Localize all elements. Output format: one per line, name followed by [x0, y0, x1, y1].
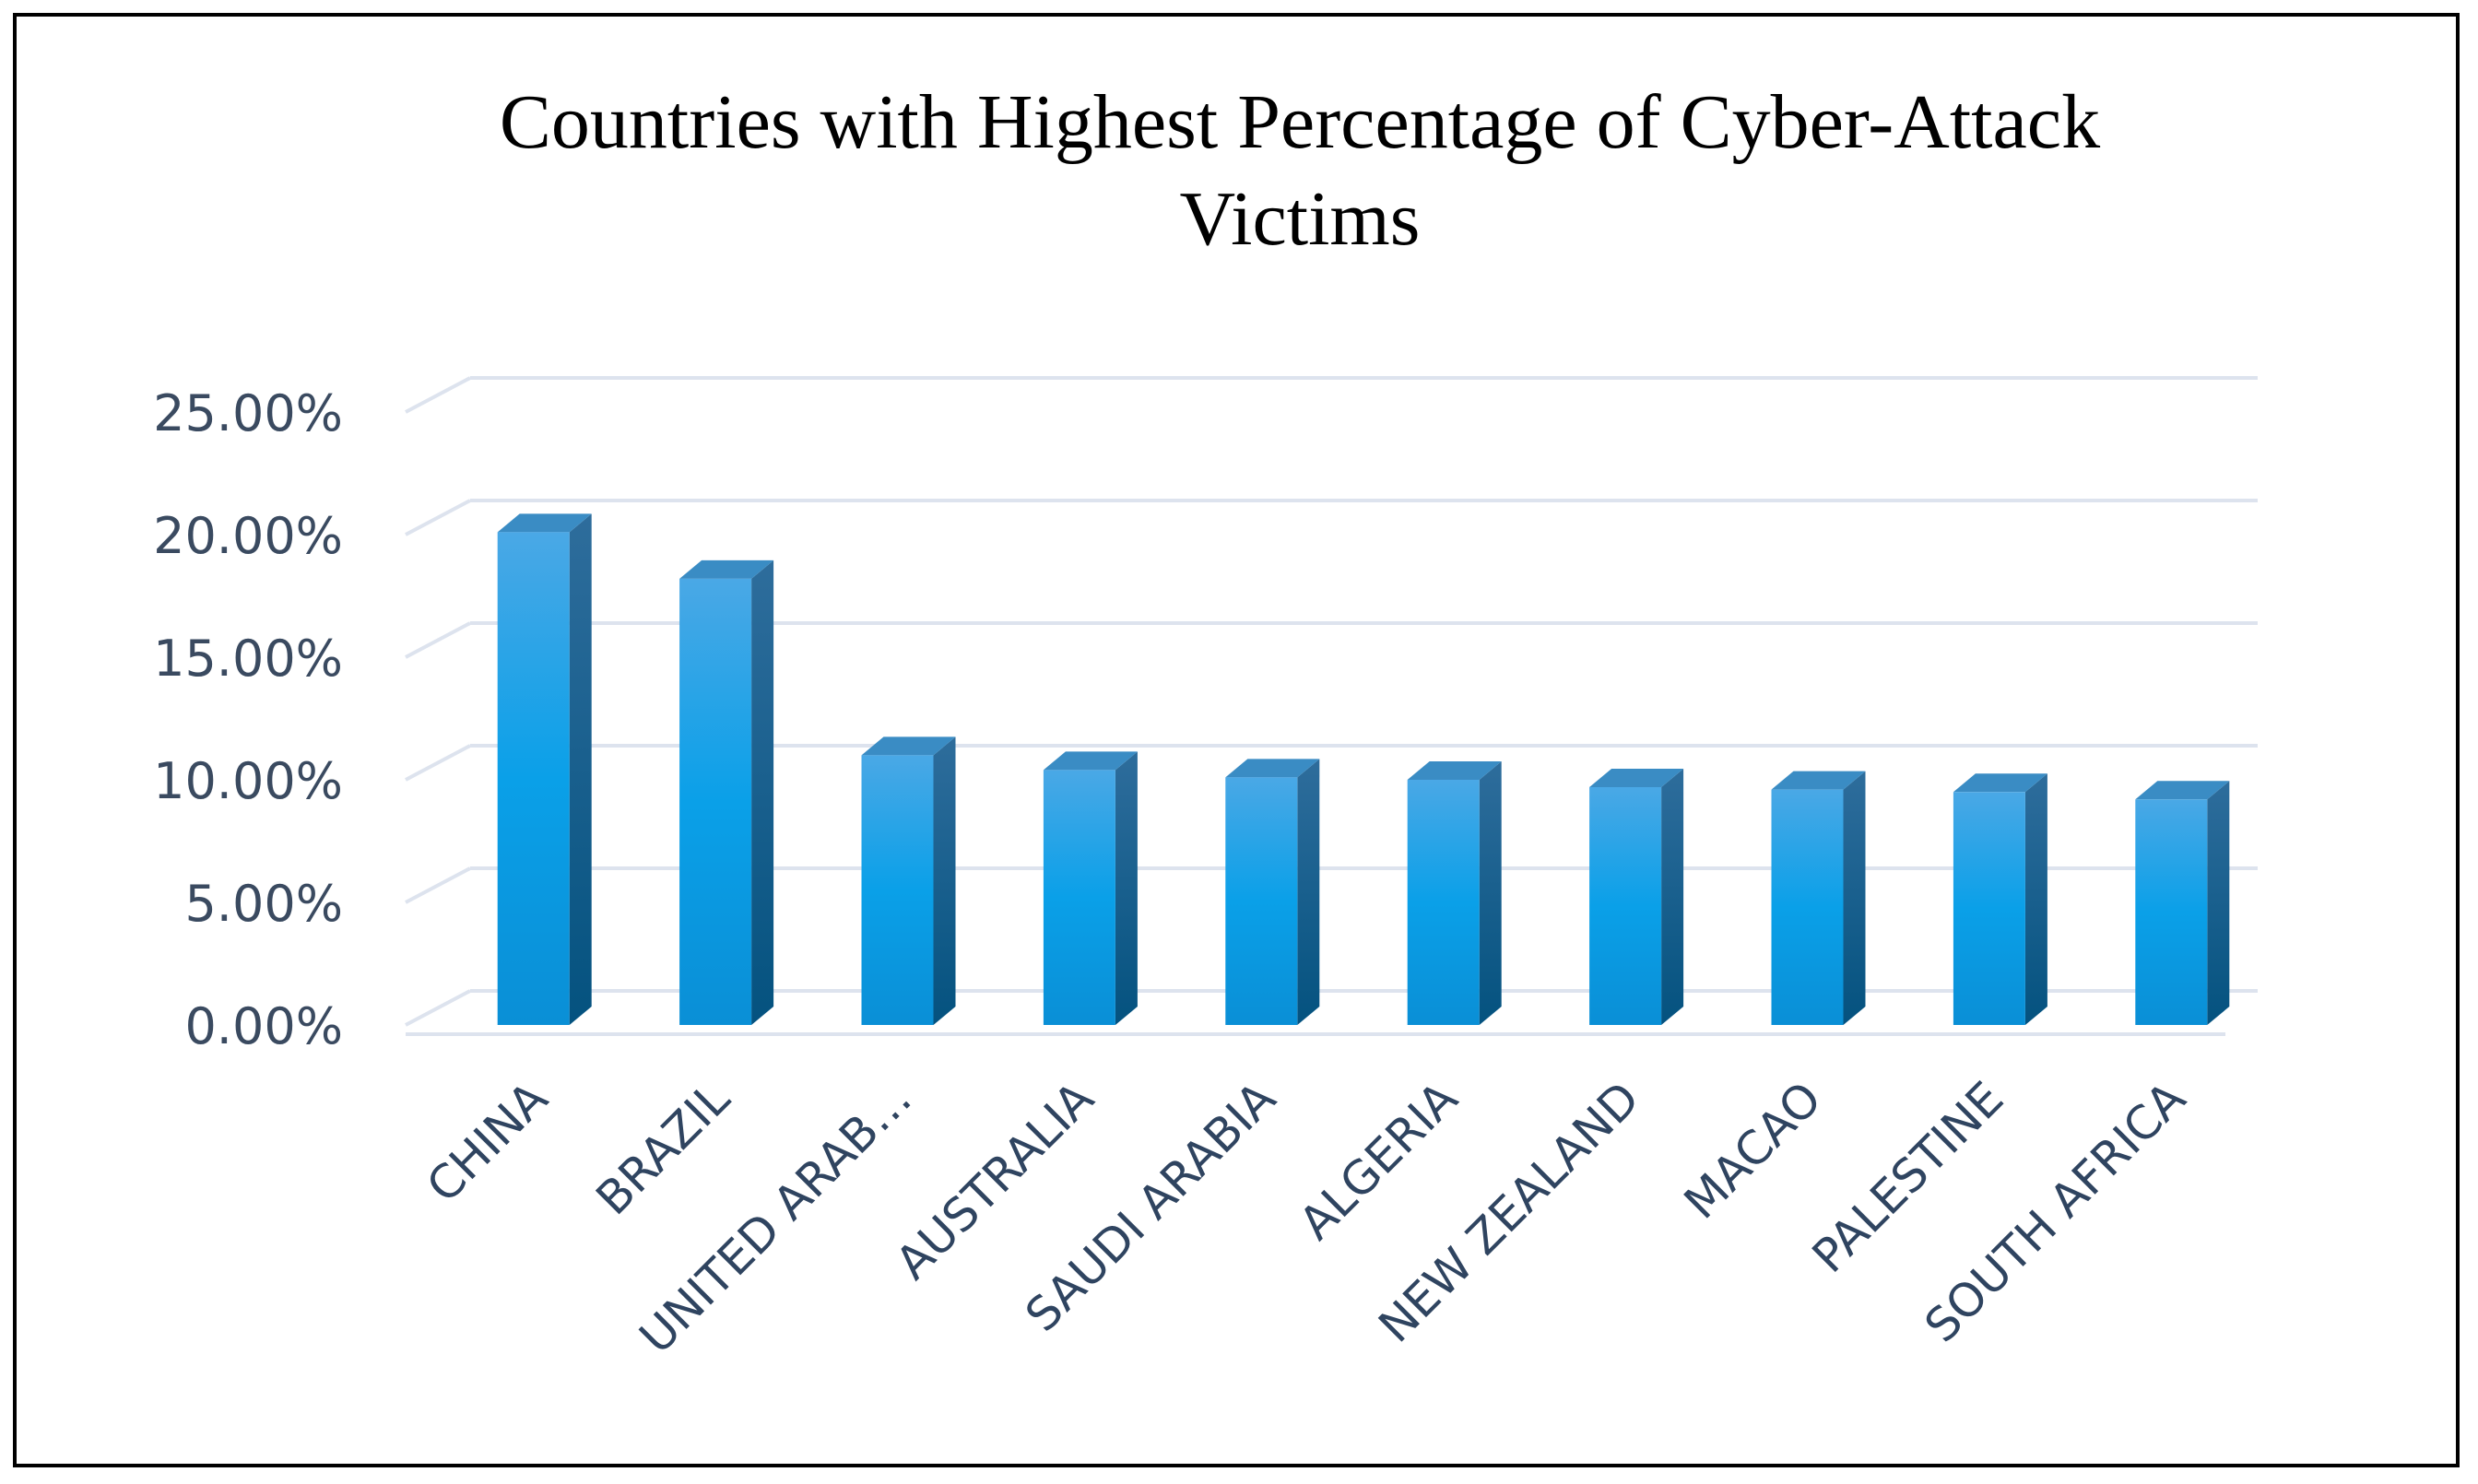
x-tick-label: BRAZIL [586, 1071, 740, 1225]
chart-title: Countries with Highest Percentage of Cyb… [500, 79, 2100, 262]
bar [2135, 781, 2230, 1025]
x-tick-label: MACAO [1674, 1071, 1832, 1229]
bar [861, 736, 956, 1025]
chart-frame [13, 13, 2460, 1467]
chart-title-line-2: Victims [1180, 176, 1421, 262]
x-tick-label: ALGERIA [1289, 1071, 1468, 1250]
bar [1953, 773, 2047, 1025]
y-axis: 0.00% 5.00% 10.00% 15.00% 20.00% 25.00% [153, 384, 343, 1055]
bar [1771, 771, 1866, 1025]
bar [1407, 761, 1502, 1025]
gridline [405, 499, 2258, 536]
y-tick-label: 20.00% [153, 507, 343, 565]
bar [679, 559, 774, 1025]
bar [1225, 759, 1320, 1025]
bars [497, 513, 2230, 1025]
bar [1589, 768, 1684, 1025]
y-tick-label: 10.00% [153, 752, 343, 810]
y-tick-label: 0.00% [184, 997, 343, 1055]
x-tick-label: CHINA [417, 1071, 558, 1212]
chart-title-line-1: Countries with Highest Percentage of Cyb… [500, 79, 2100, 165]
y-tick-label: 25.00% [153, 384, 343, 442]
bar [497, 513, 592, 1025]
bar [1043, 751, 1138, 1025]
y-tick-label: 15.00% [153, 630, 343, 688]
y-tick-label: 5.00% [184, 875, 343, 933]
gridline [405, 376, 2258, 414]
